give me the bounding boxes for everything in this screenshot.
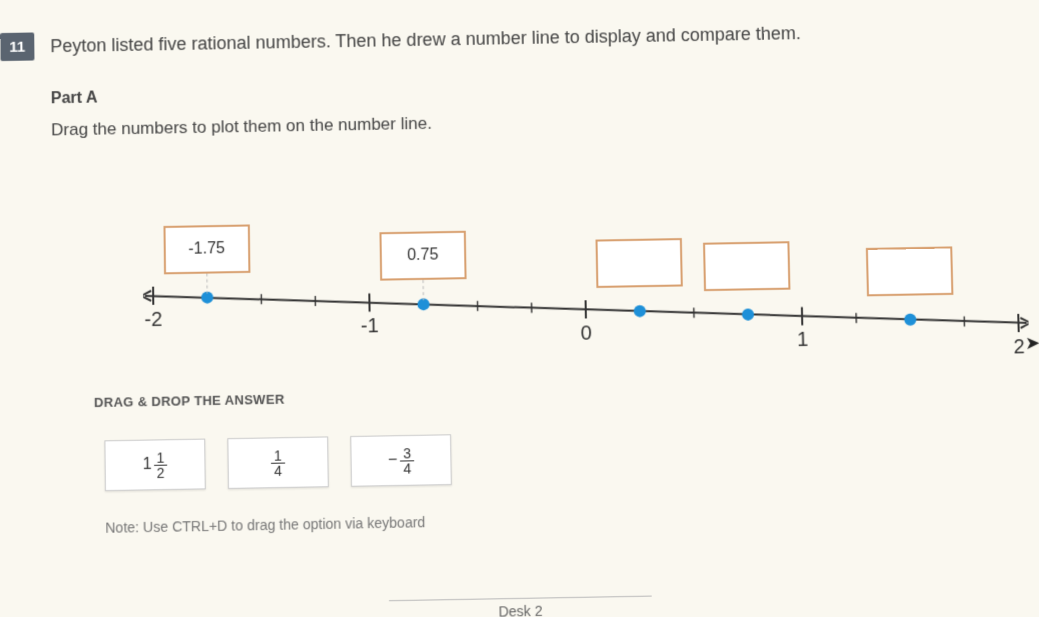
drop-box-filled[interactable]: -1.75	[163, 224, 250, 274]
keyboard-note: Note: Use CTRL+D to drag the option via …	[105, 514, 425, 536]
drop-box-empty[interactable]	[595, 238, 682, 288]
mixed-number: 112	[142, 450, 167, 480]
drag-zone-heading: DRAG & DROP THE ANSWER	[94, 392, 285, 411]
answer-chip[interactable]: −34	[350, 434, 452, 487]
footer-desk-label: Desk 2	[389, 596, 652, 617]
page-root: 11 Peyton listed five rational numbers. …	[0, 0, 1039, 617]
part-label: Part A	[51, 89, 98, 108]
drop-box-value: -1.75	[188, 240, 225, 259]
negative-fraction: −34	[388, 446, 415, 476]
answer-chip[interactable]: 112	[104, 439, 205, 492]
drop-box-empty[interactable]	[865, 246, 953, 296]
instruction-text: Drag the numbers to plot them on the num…	[51, 114, 432, 141]
answers-row: 112 14 −34	[104, 434, 451, 491]
question-number-badge: 11	[0, 32, 34, 61]
number-line-area[interactable]: -2 -1 0 1 2 -1.75 0.75	[142, 192, 1029, 379]
drop-box-empty[interactable]	[703, 241, 790, 291]
svg-text:2: 2	[1013, 336, 1025, 358]
mouse-cursor-icon: ➤	[1025, 333, 1039, 355]
drop-box-filled[interactable]: 0.75	[379, 231, 466, 281]
question-number: 11	[9, 38, 25, 55]
question-text: Peyton listed five rational numbers. The…	[50, 23, 801, 57]
fraction: 14	[271, 448, 285, 478]
svg-text:-2: -2	[144, 309, 162, 332]
drop-box-value: 0.75	[407, 246, 439, 265]
answer-chip[interactable]: 14	[227, 436, 328, 489]
svg-text:1: 1	[797, 329, 809, 351]
svg-text:-1: -1	[361, 316, 379, 339]
svg-text:0: 0	[580, 322, 592, 344]
